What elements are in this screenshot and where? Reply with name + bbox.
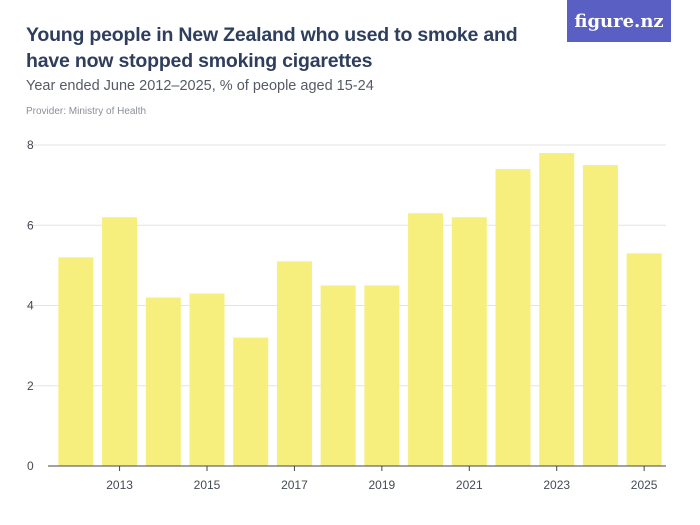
- y-tick-label: 0: [27, 459, 34, 473]
- x-tick-label: 2017: [281, 478, 308, 492]
- bar-2019[interactable]: [364, 285, 400, 466]
- y-tick-label: 6: [27, 218, 34, 232]
- x-tick-label: 2023: [543, 478, 570, 492]
- bar-2021[interactable]: [451, 217, 487, 466]
- figure-nz-logo[interactable]: figure.nz: [567, 0, 671, 42]
- x-tick-label: 2015: [194, 478, 221, 492]
- bar-2017[interactable]: [276, 261, 312, 466]
- bar-2024[interactable]: [582, 165, 618, 466]
- bar-2020[interactable]: [408, 213, 444, 466]
- bar-2025[interactable]: [626, 253, 662, 466]
- chart-subtitle: Year ended June 2012–2025, % of people a…: [26, 78, 374, 94]
- bar-2022[interactable]: [495, 169, 531, 466]
- bar-2014[interactable]: [145, 297, 181, 466]
- y-tick-label: 4: [27, 299, 34, 313]
- chart-title: Young people in New Zealand who used to …: [26, 24, 518, 72]
- x-tick-label: 2021: [456, 478, 483, 492]
- provider-note: Provider: Ministry of Health: [26, 106, 147, 117]
- x-tick-label: 2025: [631, 478, 658, 492]
- y-tick-label: 2: [27, 379, 34, 393]
- bar-2018[interactable]: [320, 285, 356, 466]
- bars: [58, 153, 662, 466]
- bar-2012[interactable]: [58, 257, 94, 466]
- bar-2015[interactable]: [189, 293, 225, 466]
- x-tick-label: 2019: [369, 478, 396, 492]
- y-tick-label: 8: [27, 138, 34, 152]
- bar-2016[interactable]: [233, 337, 269, 466]
- axes: 0 2 4 6 8 2013 2015 2017 2019 2021 2023 2025: [27, 138, 666, 492]
- x-tick-label: 2013: [106, 478, 133, 492]
- bar-2013[interactable]: [102, 217, 138, 466]
- bar-2023[interactable]: [539, 153, 575, 466]
